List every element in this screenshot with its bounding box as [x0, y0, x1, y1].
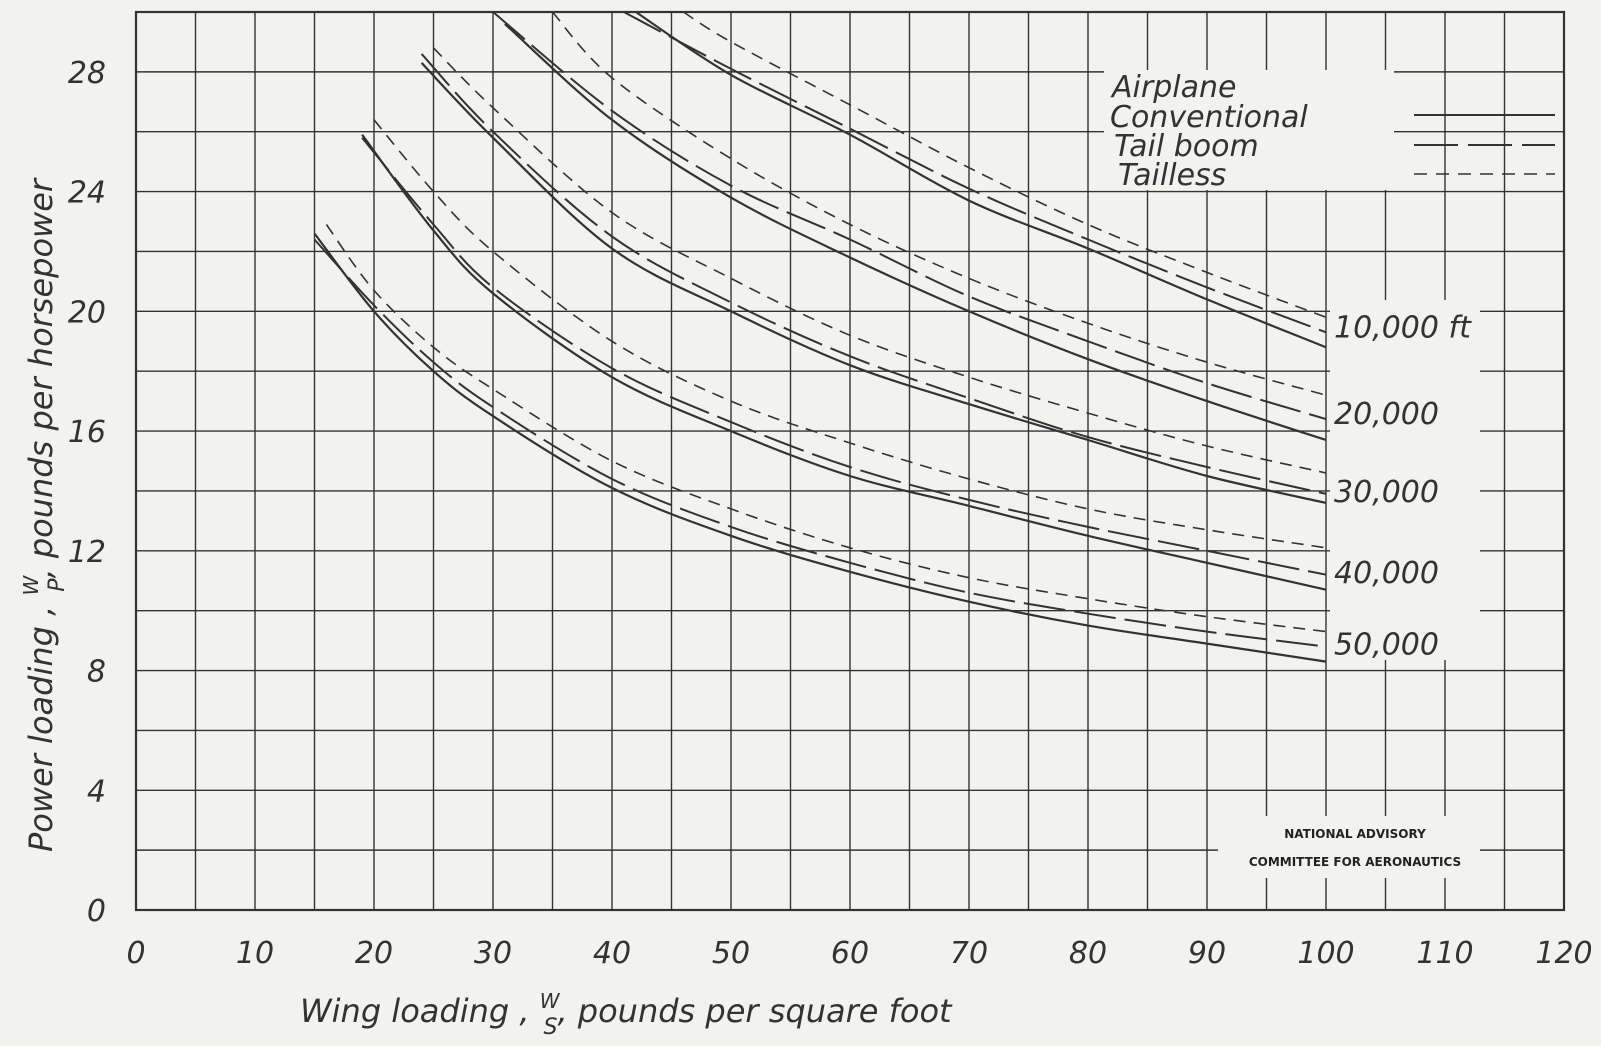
stamp-line-1: NATIONAL ADVISORY [1284, 827, 1426, 841]
altitude-label: 20,000 [1334, 397, 1439, 432]
series-line-solid [313, 232, 1327, 663]
altitude-label: 30,000 [1334, 475, 1439, 510]
naca-stamp: NATIONAL ADVISORY COMMITTEE FOR AERONAUT… [1218, 816, 1480, 878]
y-tick-label: 0 [87, 894, 106, 929]
legend-background [1104, 70, 1394, 190]
series-line-long-dash [492, 11, 1327, 421]
y-tick-label: 12 [68, 535, 106, 570]
legend-entry-label: Tail boom [1114, 129, 1259, 164]
series-line-long-dash [623, 11, 1327, 334]
x-tick-label: 90 [1188, 936, 1226, 971]
plot-frame [134, 10, 1566, 912]
series-line-solid [361, 134, 1327, 591]
legend-entry-label: Tailless [1118, 158, 1226, 193]
x-tick-label: 30 [474, 936, 512, 971]
series-line-short-dash [325, 224, 1327, 633]
y-tick-label: 20 [68, 295, 106, 330]
legend-title: Airplane [1110, 70, 1236, 105]
series-line-solid [420, 62, 1327, 504]
legend-entry-label: Conventional [1110, 100, 1308, 135]
altitude-label: 40,000 [1334, 556, 1439, 591]
altitude-labels: 10,000 ft 20,000 30,000 40,000 50,000 [1330, 300, 1480, 663]
x-tick-label: 120 [1535, 936, 1592, 971]
series-line-short-dash [373, 119, 1327, 549]
stamp-background [1218, 816, 1480, 878]
y-tick-label: 28 [68, 56, 106, 91]
x-axis-title: Wing loading , W S, pounds per square foo… [300, 989, 953, 1040]
series-line-short-dash [551, 11, 1327, 396]
x-tick-label: 70 [950, 936, 988, 971]
altitude-labels-background [1330, 300, 1480, 660]
x-tick-label: 10 [236, 936, 274, 971]
series-layer [313, 11, 1327, 663]
y-tick-label: 24 [68, 176, 106, 211]
series-line-solid [635, 11, 1327, 349]
series-line-long-dash [361, 137, 1327, 576]
x-tick-label: 100 [1297, 936, 1354, 971]
altitude-label: 50,000 [1334, 628, 1439, 663]
series-line-long-dash [420, 53, 1327, 495]
altitude-label: 10,000 ft [1334, 310, 1472, 345]
x-tick-label: 60 [831, 936, 869, 971]
stamp-line-2: COMMITTEE FOR AERONAUTICS [1249, 855, 1461, 869]
tick-labels: 0 10 20 30 40 50 60 70 80 90 100 110 120 0 4 8 12 16 20 24 2… [68, 56, 1593, 971]
y-axis-title: Power loading , WP, pounds per horsepowe… [19, 177, 70, 852]
series-line-solid [504, 23, 1327, 442]
y-tick-label: 8 [87, 655, 106, 690]
x-tick-label: 40 [593, 936, 631, 971]
series-line-long-dash [313, 238, 1327, 648]
x-tick-label: 80 [1069, 936, 1107, 971]
x-tick-label: 50 [712, 936, 750, 971]
y-tick-label: 16 [68, 415, 106, 450]
x-tick-label: 20 [355, 936, 393, 971]
x-tick-label: 0 [126, 936, 145, 971]
series-line-short-dash [682, 11, 1327, 319]
series-line-short-dash [432, 47, 1327, 474]
legend: Airplane Conventional Tail boom Tailless [1104, 70, 1555, 193]
y-tick-label: 4 [87, 774, 106, 809]
x-tick-label: 110 [1416, 936, 1473, 971]
